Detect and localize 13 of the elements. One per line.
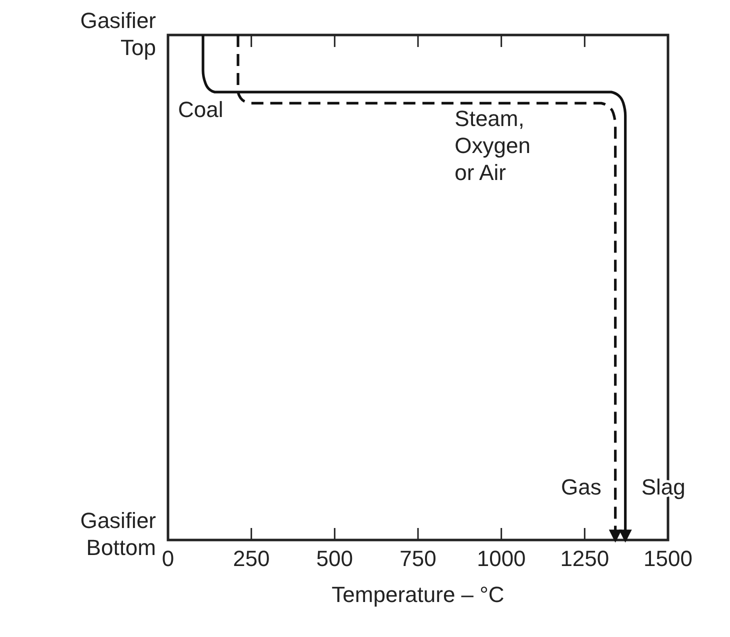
x-tick-label: 250 <box>232 546 270 571</box>
x-axis-title: Temperature – °C <box>332 582 504 607</box>
x-tick-label: 1000 <box>476 546 526 571</box>
annotation: Gas <box>560 474 602 500</box>
annotation: Steam, Oxygen or Air <box>454 106 530 185</box>
x-tick-label: 1500 <box>644 546 692 571</box>
x-tick-label: 0 <box>162 546 174 571</box>
text: Gasifier Top <box>80 8 156 60</box>
x-tick-label: 750 <box>400 546 436 571</box>
x-tick-label: 1250 <box>560 546 610 571</box>
text: Gasifier Bottom <box>80 508 156 560</box>
annotation: Coal <box>178 97 224 122</box>
x-tick-label: 500 <box>316 546 354 571</box>
